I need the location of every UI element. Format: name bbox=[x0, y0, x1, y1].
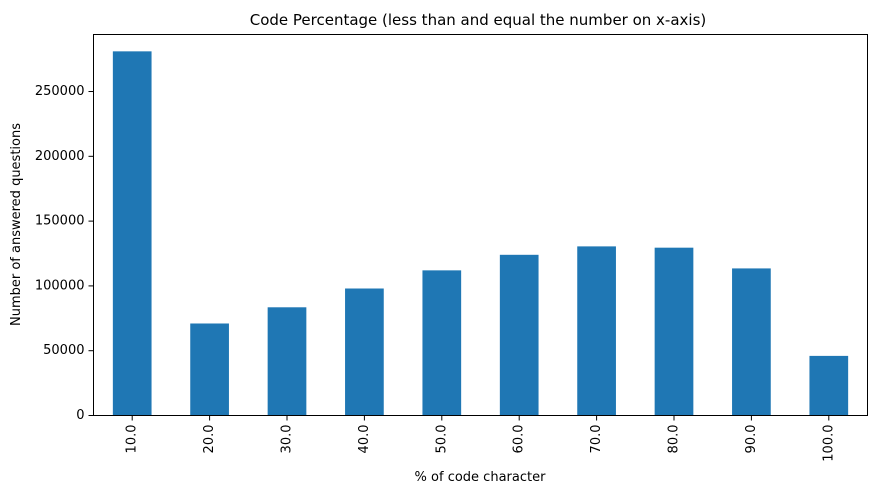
bar-40.0 bbox=[345, 288, 384, 416]
x-tick-label: 10.0 bbox=[125, 425, 140, 454]
y-tick-label: 50000 bbox=[43, 343, 84, 358]
x-tick-label: 90.0 bbox=[744, 425, 759, 454]
bar-90.0 bbox=[732, 268, 771, 416]
x-axis-label: % of code character bbox=[415, 470, 547, 485]
y-tick-label: 150000 bbox=[35, 214, 85, 229]
y-tick-label: 100000 bbox=[35, 278, 85, 293]
x-tick-label: 60.0 bbox=[512, 425, 527, 454]
bars-group bbox=[112, 51, 849, 416]
y-tick-label: 200000 bbox=[35, 149, 85, 164]
bar-60.0 bbox=[499, 254, 539, 416]
x-tick-label: 20.0 bbox=[202, 425, 217, 454]
x-tick-label: 50.0 bbox=[434, 425, 449, 454]
x-tick-label: 40.0 bbox=[357, 425, 372, 454]
bar-10.0 bbox=[112, 51, 152, 416]
y-tick-label: 250000 bbox=[35, 84, 85, 99]
y-tick-label: 0 bbox=[76, 408, 84, 423]
bar-30.0 bbox=[267, 307, 307, 416]
y-axis: 0 50000 100000 150000 200000 250000 bbox=[35, 84, 94, 423]
x-tick-label: 100.0 bbox=[821, 425, 836, 462]
y-axis-label: Number of answered questions bbox=[9, 123, 24, 326]
plot-frame bbox=[93, 34, 868, 416]
x-axis: 10.0 20.0 30.0 40.0 50.0 60.0 70.0 80.0 90.0 100.… bbox=[125, 415, 836, 462]
bar-100.0 bbox=[809, 355, 849, 416]
bar-70.0 bbox=[577, 246, 616, 416]
x-tick-label: 80.0 bbox=[667, 425, 682, 454]
bar-80.0 bbox=[654, 247, 694, 416]
bar-50.0 bbox=[422, 270, 462, 416]
chart-title: Code Percentage (less than and equal the… bbox=[250, 11, 707, 29]
bar-20.0 bbox=[190, 323, 229, 416]
x-tick-label: 70.0 bbox=[589, 425, 604, 454]
x-tick-label: 30.0 bbox=[280, 425, 295, 454]
